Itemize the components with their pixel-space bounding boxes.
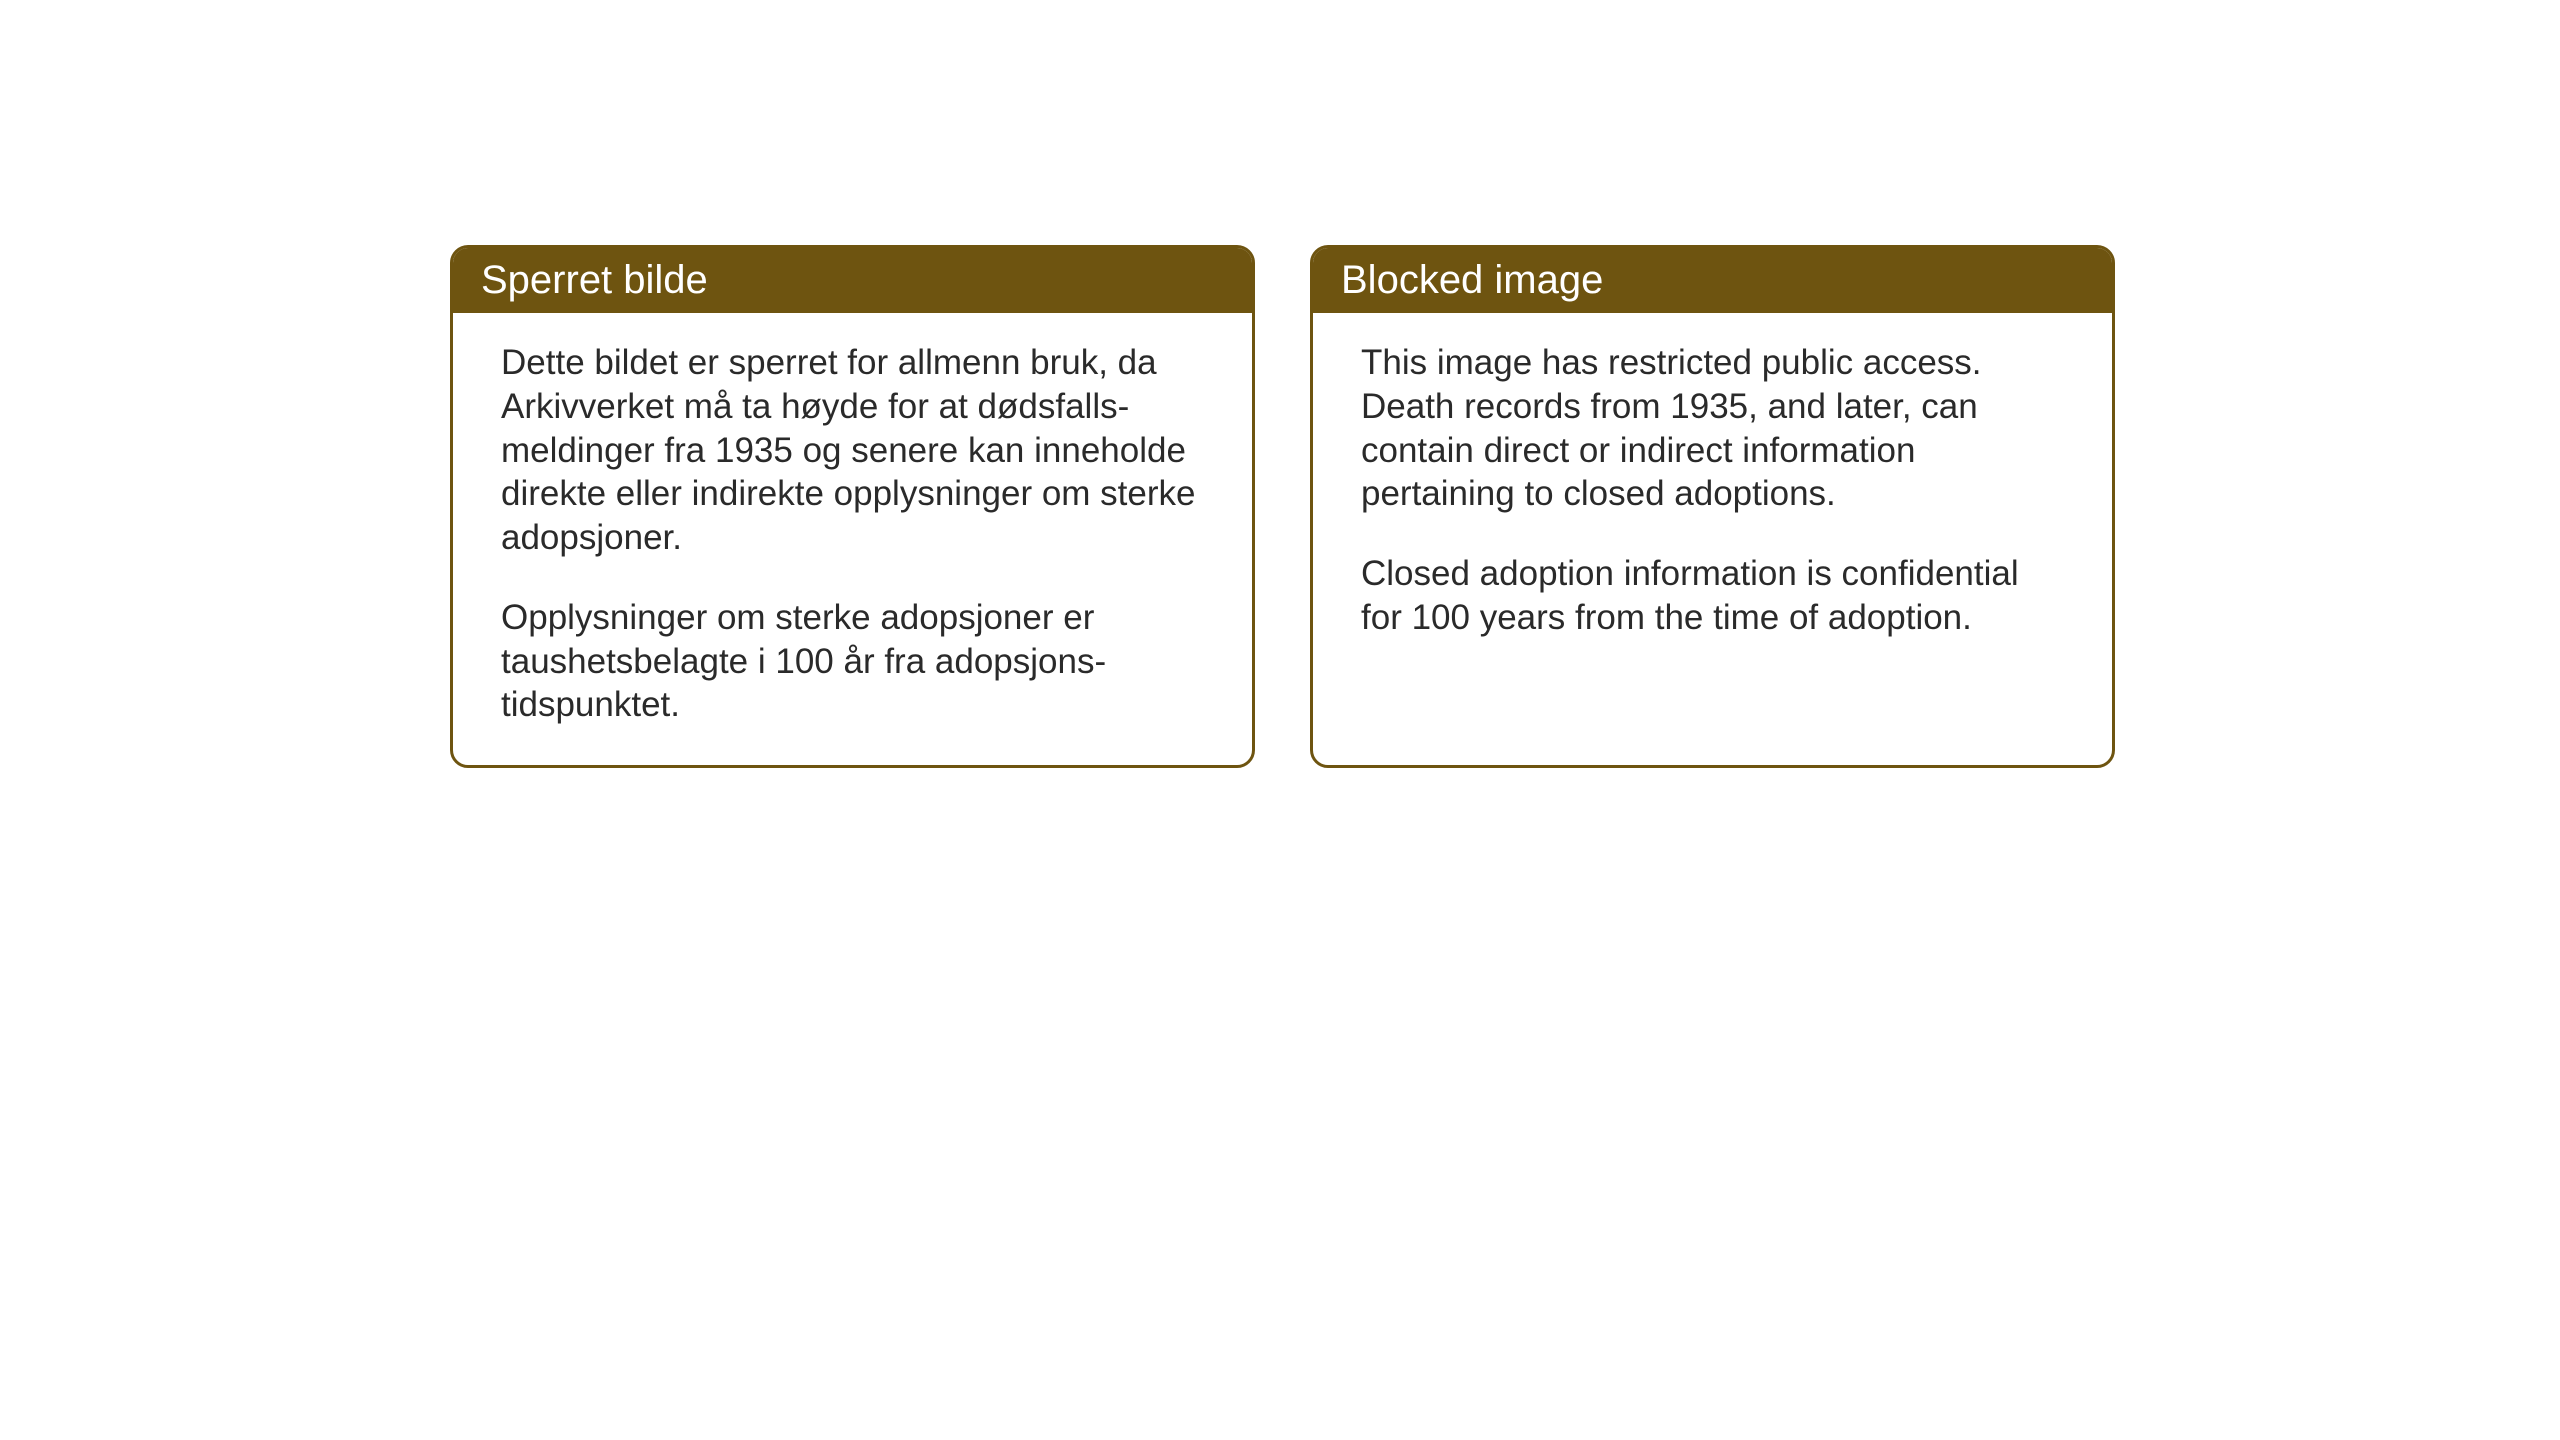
- card-para1-norwegian: Dette bildet er sperret for allmenn bruk…: [501, 341, 1204, 560]
- card-body-norwegian: Dette bildet er sperret for allmenn bruk…: [453, 313, 1252, 765]
- card-para1-english: This image has restricted public access.…: [1361, 341, 2064, 516]
- notice-card-english: Blocked image This image has restricted …: [1310, 245, 2115, 768]
- card-title-norwegian: Sperret bilde: [481, 258, 708, 302]
- card-body-english: This image has restricted public access.…: [1313, 313, 2112, 763]
- card-header-english: Blocked image: [1313, 248, 2112, 313]
- card-para2-english: Closed adoption information is confident…: [1361, 552, 2064, 640]
- card-title-english: Blocked image: [1341, 258, 1603, 302]
- card-para2-norwegian: Opplysninger om sterke adopsjoner er tau…: [501, 596, 1204, 727]
- card-header-norwegian: Sperret bilde: [453, 248, 1252, 313]
- notice-container: Sperret bilde Dette bildet er sperret fo…: [450, 245, 2115, 768]
- notice-card-norwegian: Sperret bilde Dette bildet er sperret fo…: [450, 245, 1255, 768]
